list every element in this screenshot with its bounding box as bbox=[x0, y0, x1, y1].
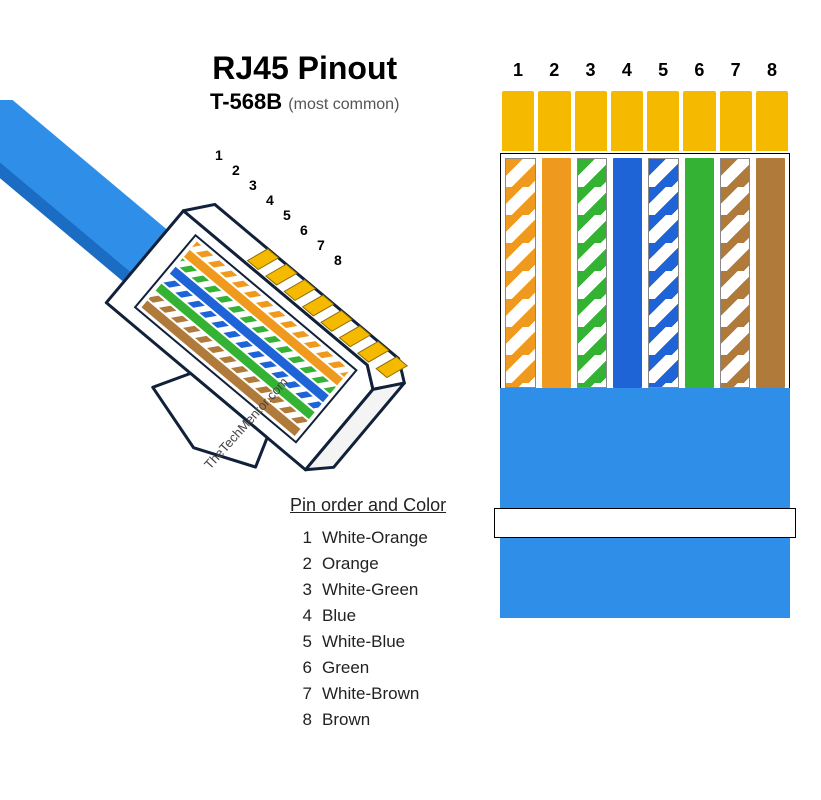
pin-number-4: 4 bbox=[611, 60, 643, 81]
pin-row-color: White-Blue bbox=[322, 632, 405, 651]
pin-row-num: 6 bbox=[290, 658, 312, 678]
pin-number-6: 6 bbox=[683, 60, 715, 81]
wire-blue bbox=[613, 158, 642, 388]
iso-pin-label-6: 6 bbox=[300, 222, 308, 238]
gold-contact bbox=[683, 91, 715, 151]
pin-row-num: 3 bbox=[290, 580, 312, 600]
gold-contact bbox=[538, 91, 570, 151]
pin-number-2: 2 bbox=[538, 60, 570, 81]
pin-color-table: Pin order and Color 1 White-Orange 2 Orange… bbox=[290, 495, 446, 736]
pin-row-num: 5 bbox=[290, 632, 312, 652]
wire-orange bbox=[542, 158, 571, 388]
iso-pin-label-4: 4 bbox=[266, 192, 274, 208]
pin-number-3: 3 bbox=[575, 60, 607, 81]
pin-row-num: 7 bbox=[290, 684, 312, 704]
pin-row-3: 3 White-Green bbox=[290, 580, 446, 600]
pin-row-color: White-Orange bbox=[322, 528, 428, 547]
iso-pin-label-5: 5 bbox=[283, 207, 291, 223]
strain-relief-band bbox=[494, 508, 796, 538]
pin-row-8: 8 Brown bbox=[290, 710, 446, 730]
pinout-color-column: 12345678 bbox=[500, 60, 790, 618]
gold-contacts-band bbox=[500, 91, 790, 151]
pin-row-5: 5 White-Blue bbox=[290, 632, 446, 652]
pin-number-5: 5 bbox=[647, 60, 679, 81]
pin-row-color: Blue bbox=[322, 606, 356, 625]
gold-contact bbox=[611, 91, 643, 151]
pin-row-color: Orange bbox=[322, 554, 379, 573]
pin-row-num: 8 bbox=[290, 710, 312, 730]
wire-green bbox=[685, 158, 714, 388]
wire-white-orange bbox=[505, 158, 536, 388]
pin-number-row: 12345678 bbox=[500, 60, 790, 91]
pin-row-2: 2 Orange bbox=[290, 554, 446, 574]
gold-contact bbox=[575, 91, 607, 151]
pin-number-8: 8 bbox=[756, 60, 788, 81]
wire-white-blue bbox=[648, 158, 679, 388]
pin-row-6: 6 Green bbox=[290, 658, 446, 678]
pin-row-num: 2 bbox=[290, 554, 312, 574]
iso-pin-label-2: 2 bbox=[232, 162, 240, 178]
gold-contact bbox=[720, 91, 752, 151]
gold-contact bbox=[647, 91, 679, 151]
pin-row-1: 1 White-Orange bbox=[290, 528, 446, 548]
pin-number-7: 7 bbox=[720, 60, 752, 81]
gold-contact bbox=[502, 91, 534, 151]
iso-pin-label-8: 8 bbox=[334, 252, 342, 268]
gold-contact bbox=[756, 91, 788, 151]
iso-pin-label-1: 1 bbox=[215, 147, 223, 163]
pin-row-color: White-Brown bbox=[322, 684, 419, 703]
pin-row-color: Brown bbox=[322, 710, 370, 729]
pin-number-1: 1 bbox=[502, 60, 534, 81]
pin-row-color: Green bbox=[322, 658, 369, 677]
pin-table-header: Pin order and Color bbox=[290, 495, 446, 516]
pin-row-color: White-Green bbox=[322, 580, 418, 599]
iso-pin-label-7: 7 bbox=[317, 237, 325, 253]
pin-row-num: 1 bbox=[290, 528, 312, 548]
pin-row-7: 7 White-Brown bbox=[290, 684, 446, 704]
wire-brown bbox=[756, 158, 785, 388]
iso-pin-label-3: 3 bbox=[249, 177, 257, 193]
wire-white-green bbox=[577, 158, 608, 388]
cable-jacket-lower bbox=[500, 538, 790, 618]
cable-jacket-upper bbox=[500, 388, 790, 508]
wire-color-area bbox=[500, 153, 790, 388]
page-title: RJ45 Pinout bbox=[210, 50, 399, 87]
pin-row-num: 4 bbox=[290, 606, 312, 626]
wire-white-brown bbox=[720, 158, 751, 388]
pin-row-4: 4 Blue bbox=[290, 606, 446, 626]
